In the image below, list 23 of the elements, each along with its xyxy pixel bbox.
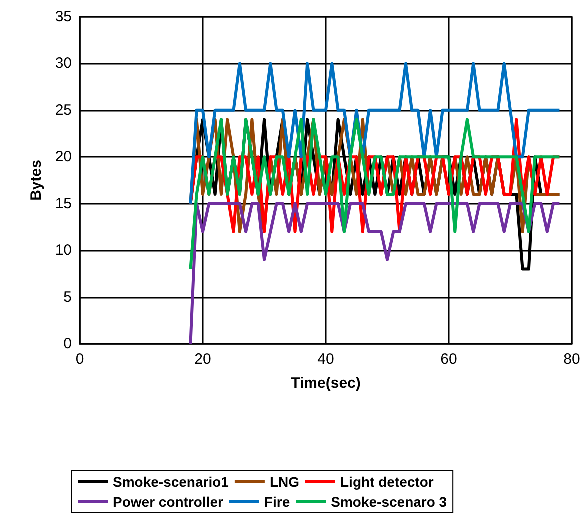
legend-label: Power controller <box>113 494 224 510</box>
x-tick-label: 20 <box>194 351 212 368</box>
y-axis-title: Bytes <box>28 160 45 201</box>
x-tick-label: 40 <box>318 351 334 368</box>
line-series <box>189 62 562 206</box>
legend-label: Fire <box>264 494 290 510</box>
legend-label: LNG <box>270 474 300 490</box>
y-tick-label: 0 <box>64 336 72 352</box>
legend-label: Light detector <box>340 474 434 490</box>
line-series <box>189 202 562 346</box>
y-tick-label: 30 <box>55 55 72 72</box>
legend-label: Smoke-scenario1 <box>113 474 230 490</box>
x-axis-title: Time(sec) <box>291 375 361 392</box>
y-tick-label: 25 <box>55 102 72 119</box>
y-tick-label: 10 <box>55 242 72 260</box>
y-tick-label: 15 <box>55 195 72 212</box>
y-tick-label: 35 <box>55 8 72 26</box>
x-tick-label: 80 <box>564 351 580 368</box>
y-tick-label: 20 <box>55 148 72 166</box>
x-tick-label: 60 <box>440 351 458 368</box>
y-tick-label: 5 <box>64 288 72 306</box>
legend-label: Smoke-scenaro 3 <box>331 494 448 510</box>
x-tick-label: 0 <box>76 351 84 368</box>
